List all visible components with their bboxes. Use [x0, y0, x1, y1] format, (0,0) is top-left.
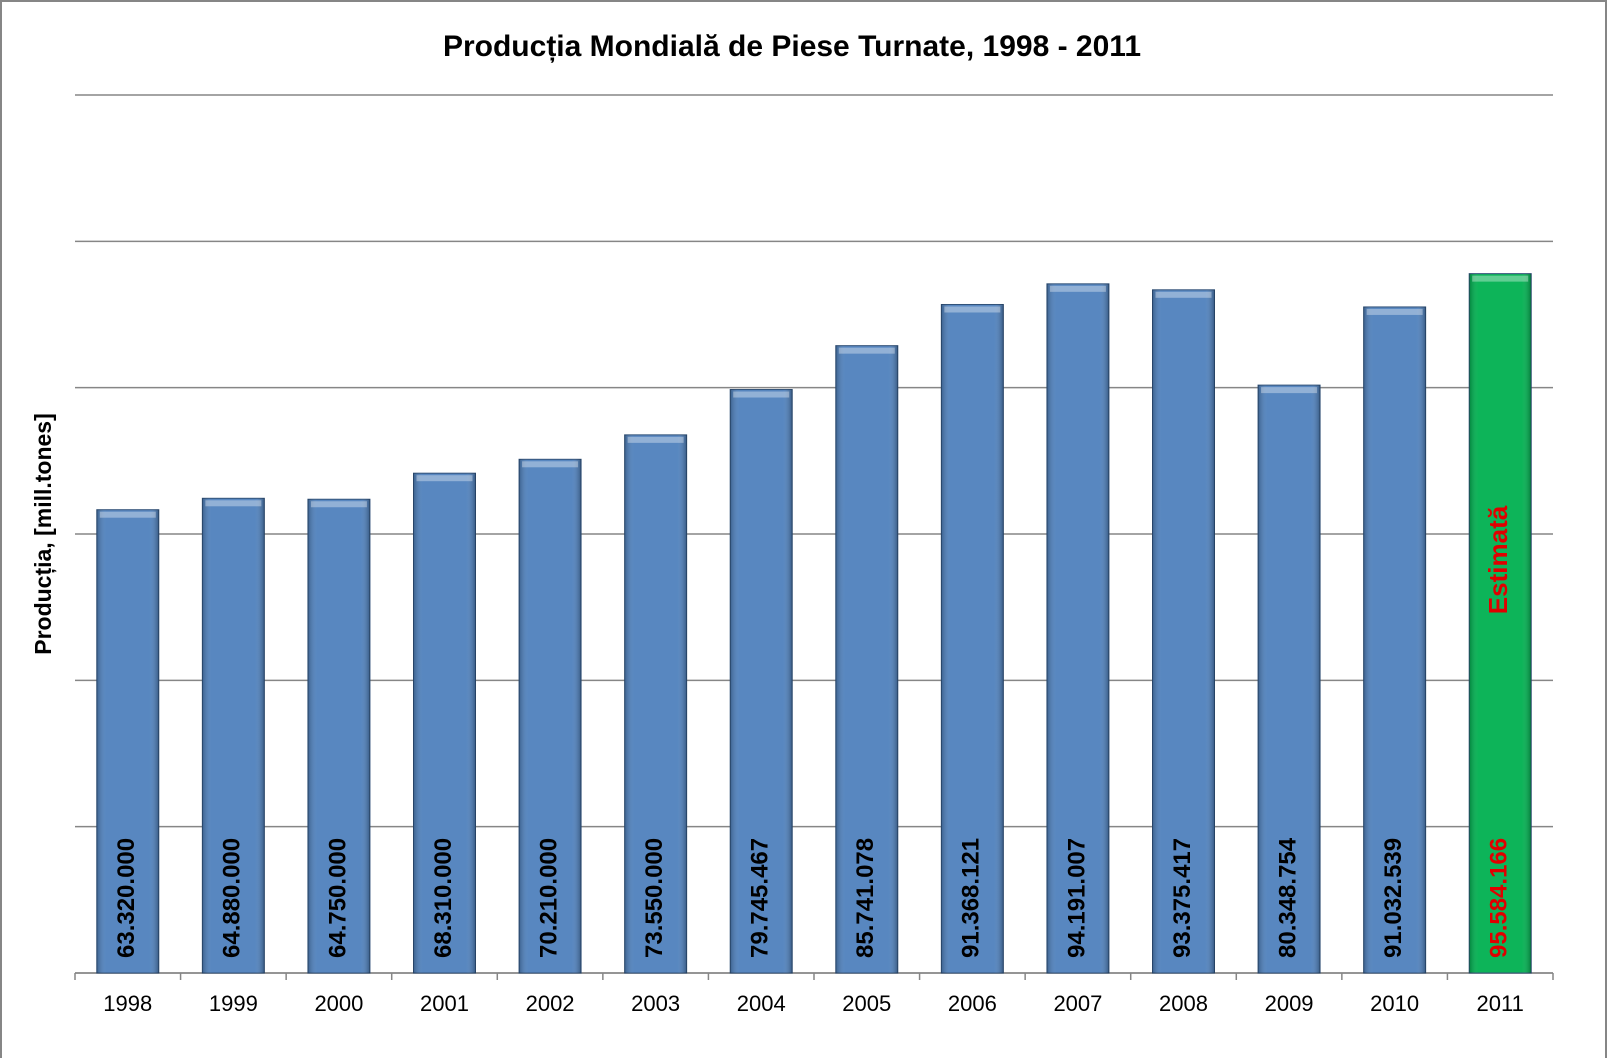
- x-tick-label: 2001: [420, 991, 469, 1016]
- data-label: 93.375.417: [1169, 838, 1196, 958]
- bar-bevel: [1261, 387, 1318, 394]
- bar-bevel: [99, 511, 156, 518]
- bar-shading: [1258, 385, 1321, 973]
- bar-shading: [1046, 283, 1109, 973]
- x-tick-label: 2002: [526, 991, 575, 1016]
- data-label: 91.368.121: [958, 838, 985, 958]
- x-tick-label: 2007: [1053, 991, 1102, 1016]
- x-tick-label: 2004: [737, 991, 786, 1016]
- data-label: 73.550.000: [641, 838, 668, 958]
- bar-shading: [941, 304, 1004, 973]
- bar-bevel: [1155, 291, 1212, 298]
- data-label: 64.880.000: [219, 838, 246, 958]
- data-label: 95.584.166: [1486, 838, 1513, 958]
- data-label: 80.348.754: [1274, 837, 1301, 958]
- data-label: 63.320.000: [113, 838, 140, 958]
- bar-bevel: [627, 436, 684, 443]
- bar-shading: [413, 473, 476, 973]
- bar-bevel: [1472, 275, 1529, 282]
- data-label: 85.741.078: [852, 838, 879, 958]
- bar-shading: [624, 434, 687, 974]
- bar-bevel: [733, 391, 790, 398]
- bar-shading: [1152, 289, 1215, 973]
- y-axis-label: Producția, [mill.tones]: [30, 413, 57, 655]
- bar-shading: [96, 509, 159, 973]
- x-tick-label: 2003: [631, 991, 680, 1016]
- bar-shading: [730, 389, 793, 973]
- data-label: 91.032.539: [1380, 838, 1407, 958]
- x-tick-label: 2010: [1370, 991, 1419, 1016]
- data-label: 64.750.000: [324, 838, 351, 958]
- bar-bevel: [205, 500, 262, 507]
- x-tick-label: 2006: [948, 991, 997, 1016]
- data-label: 68.310.000: [430, 838, 457, 958]
- bar-bevel: [1049, 285, 1106, 292]
- x-tick-label: 2009: [1265, 991, 1314, 1016]
- bar-bevel: [838, 347, 895, 354]
- x-tick-label: 2011: [1477, 991, 1524, 1016]
- bar-bevel: [944, 306, 1001, 313]
- data-label: 94.191.007: [1063, 838, 1090, 958]
- x-tick-label: 2000: [314, 991, 363, 1016]
- bar-bevel: [522, 461, 579, 468]
- annotation: Estimată: [1483, 505, 1513, 614]
- x-tick-label: 1998: [103, 991, 152, 1016]
- data-label: 79.745.467: [747, 838, 774, 958]
- x-tick-label: 2005: [842, 991, 891, 1016]
- data-label: 70.210.000: [535, 838, 562, 958]
- bar-shading: [835, 345, 898, 973]
- bar-shading: [1363, 306, 1426, 973]
- bar-bevel: [310, 501, 367, 508]
- bar-bevel: [416, 475, 473, 482]
- bar-shading: [307, 499, 370, 973]
- bar-bevel: [1366, 308, 1423, 315]
- bar-shading: [519, 459, 582, 973]
- chart-title: Producția Mondială de Piese Turnate, 199…: [443, 30, 1141, 63]
- bar-shading: [202, 498, 265, 973]
- x-tick-label: 2008: [1159, 991, 1208, 1016]
- x-tick-label: 1999: [209, 991, 258, 1016]
- bar-shading: [1469, 273, 1532, 973]
